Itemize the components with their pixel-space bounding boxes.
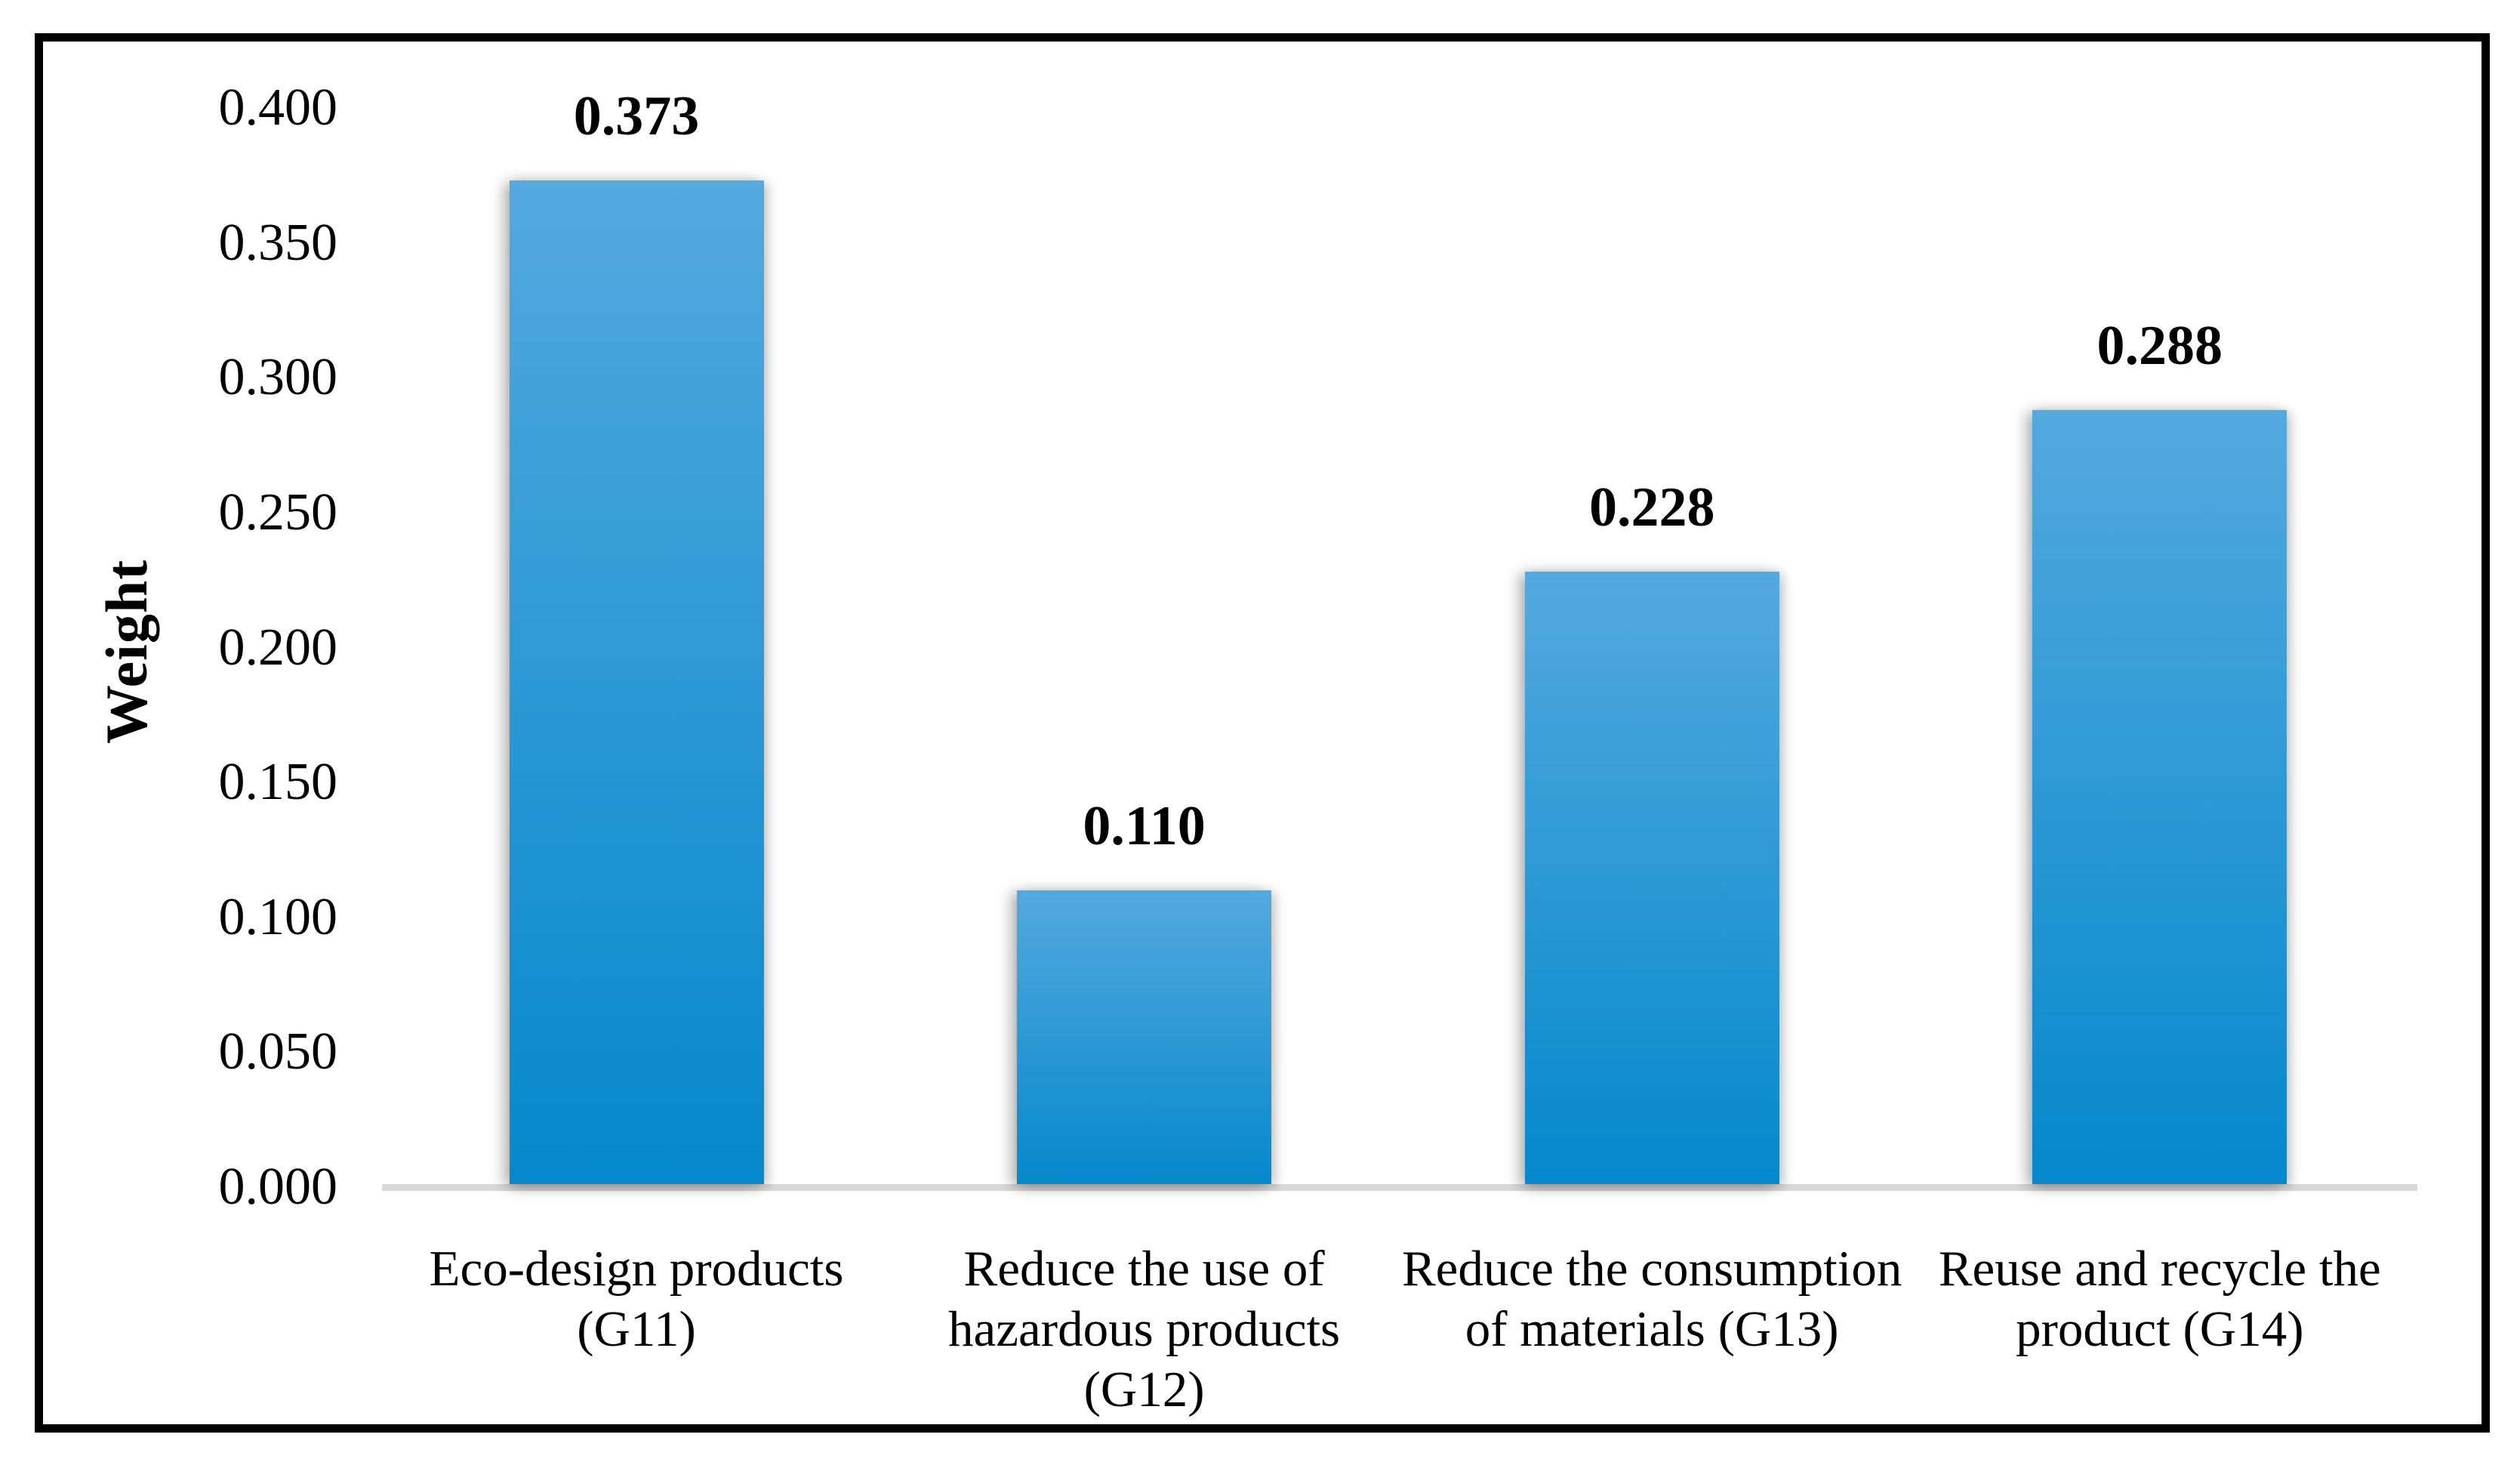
bar — [1524, 572, 1779, 1184]
bar-value-label: 0.110 — [1083, 795, 1206, 858]
bar — [1017, 890, 1272, 1184]
x-category-label: Reduce the use of hazardous products (G1… — [948, 1241, 1341, 1417]
x-axis-line — [382, 1184, 2417, 1191]
bar — [509, 180, 764, 1184]
y-tick-label: 0.200 — [218, 618, 338, 677]
y-tick-label: 0.050 — [218, 1023, 338, 1081]
y-tick-label: 0.300 — [218, 348, 338, 407]
y-tick-label: 0.100 — [218, 887, 338, 946]
y-tick-label: 0.400 — [218, 79, 338, 137]
x-category-label: Reuse and recycle the product (G14) — [1938, 1241, 2381, 1357]
bar-value-label: 0.373 — [573, 85, 700, 148]
x-category-label: Eco-design products (G11) — [429, 1241, 844, 1357]
bar-value-label: 0.228 — [1588, 477, 1715, 539]
y-tick-label: 0.000 — [218, 1158, 338, 1216]
y-tick-label: 0.250 — [218, 483, 338, 541]
y-tick-label: 0.150 — [218, 753, 338, 812]
bar-value-label: 0.288 — [2096, 315, 2223, 378]
bar — [2032, 410, 2287, 1184]
y-tick-label: 0.350 — [218, 213, 338, 272]
chart-border — [35, 33, 2490, 1433]
x-category-label: Reduce the consumption of materials (G13… — [1401, 1241, 1902, 1357]
